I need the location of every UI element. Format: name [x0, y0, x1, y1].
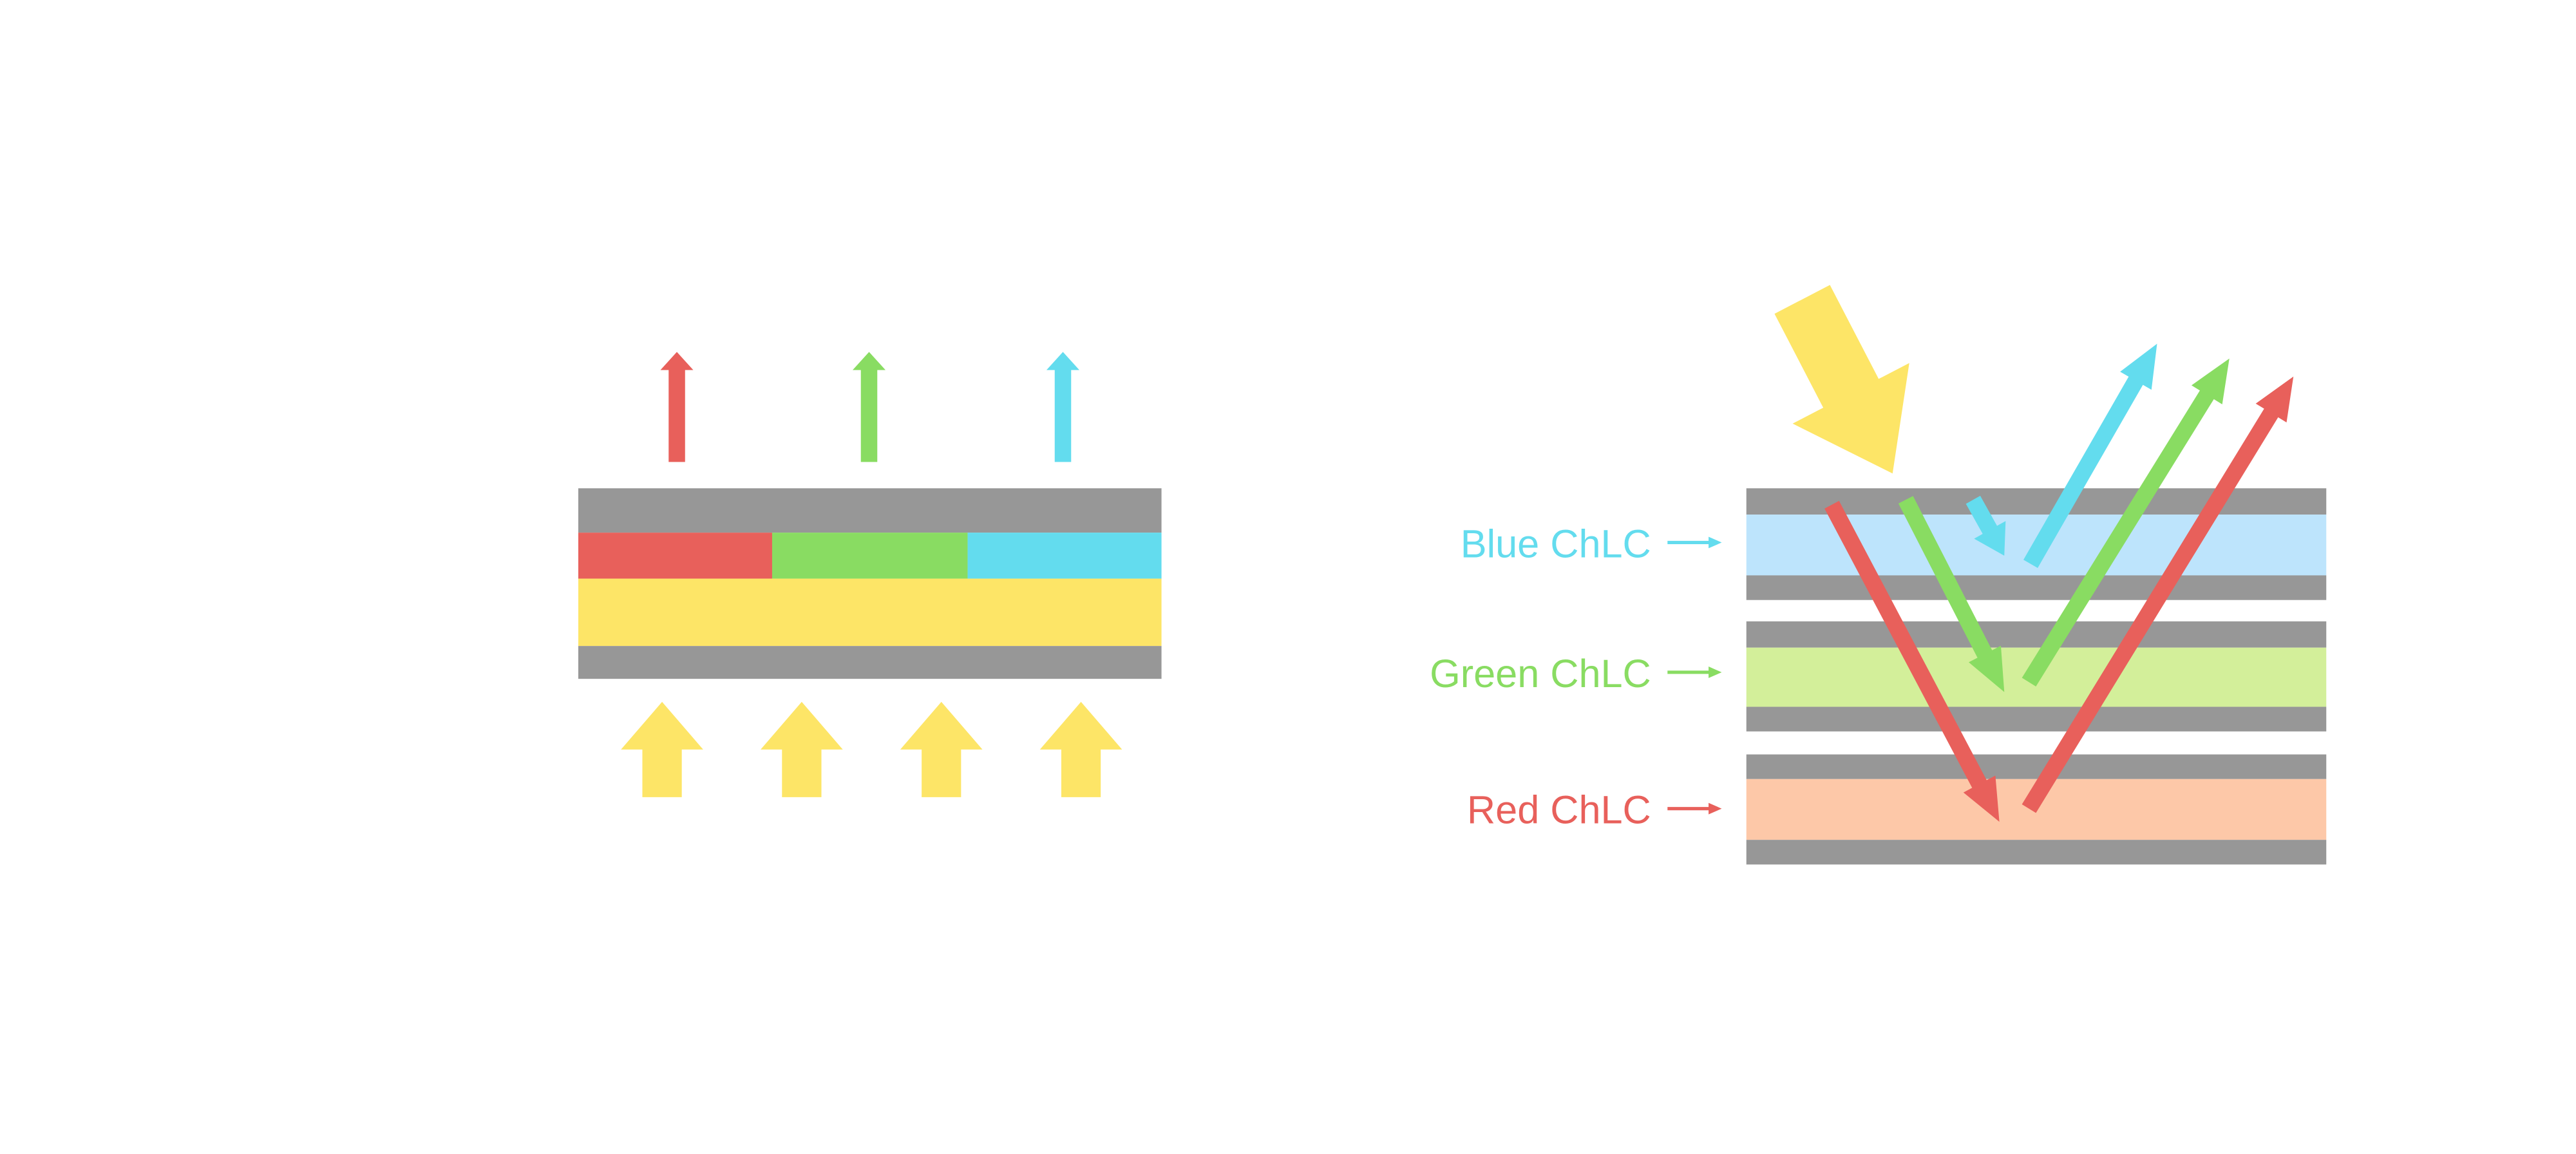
backlight-arrow-icon-4	[1039, 701, 1122, 797]
blue-label-arrow-icon	[1667, 536, 1722, 549]
red-reflected-arrow-icon	[2022, 376, 2294, 813]
green-label-arrow-icon	[1667, 667, 1722, 678]
red-chlc-label: Red ChLC	[1467, 788, 1651, 832]
blue-chlc-label: Blue ChLC	[1461, 522, 1651, 565]
bottom-substrate	[578, 646, 1162, 679]
top-substrate	[578, 488, 1162, 533]
green-emitted-arrow-icon	[852, 352, 886, 462]
red-filter	[578, 533, 772, 579]
red-chlc-bottom-substrate	[1746, 840, 2327, 865]
green-chlc-top-substrate	[1746, 621, 2327, 648]
incident-light-arrow-icon	[1774, 285, 1909, 474]
blue-filter	[967, 533, 1162, 579]
backlight-arrow-icon-3	[900, 701, 983, 797]
backlight-arrow-icon-1	[621, 701, 703, 797]
backlight-layer	[578, 578, 1162, 647]
blue-emitted-arrow-icon	[1046, 352, 1080, 462]
blue-reflected-arrow-icon	[2023, 343, 2157, 568]
red-chlc-top-substrate	[1746, 754, 2327, 779]
red-emitted-arrow-icon	[660, 352, 694, 462]
backlight-arrow-icon-2	[761, 701, 843, 797]
red-label-arrow-icon	[1667, 802, 1722, 815]
red-incoming-arrow-icon	[1824, 500, 2000, 822]
green-chlc-bottom-substrate	[1746, 706, 2327, 732]
green-chlc-label: Green ChLC	[1430, 652, 1651, 695]
blue-incoming-arrow-icon	[1965, 495, 2006, 556]
arrows	[621, 285, 2294, 822]
green-filter	[772, 533, 968, 579]
green-reflected-arrow-icon	[2022, 358, 2230, 686]
color-filter-stack	[578, 488, 1162, 679]
blue-chlc-bottom-substrate	[1746, 575, 2327, 600]
green-incoming-arrow-icon	[1898, 496, 2005, 692]
